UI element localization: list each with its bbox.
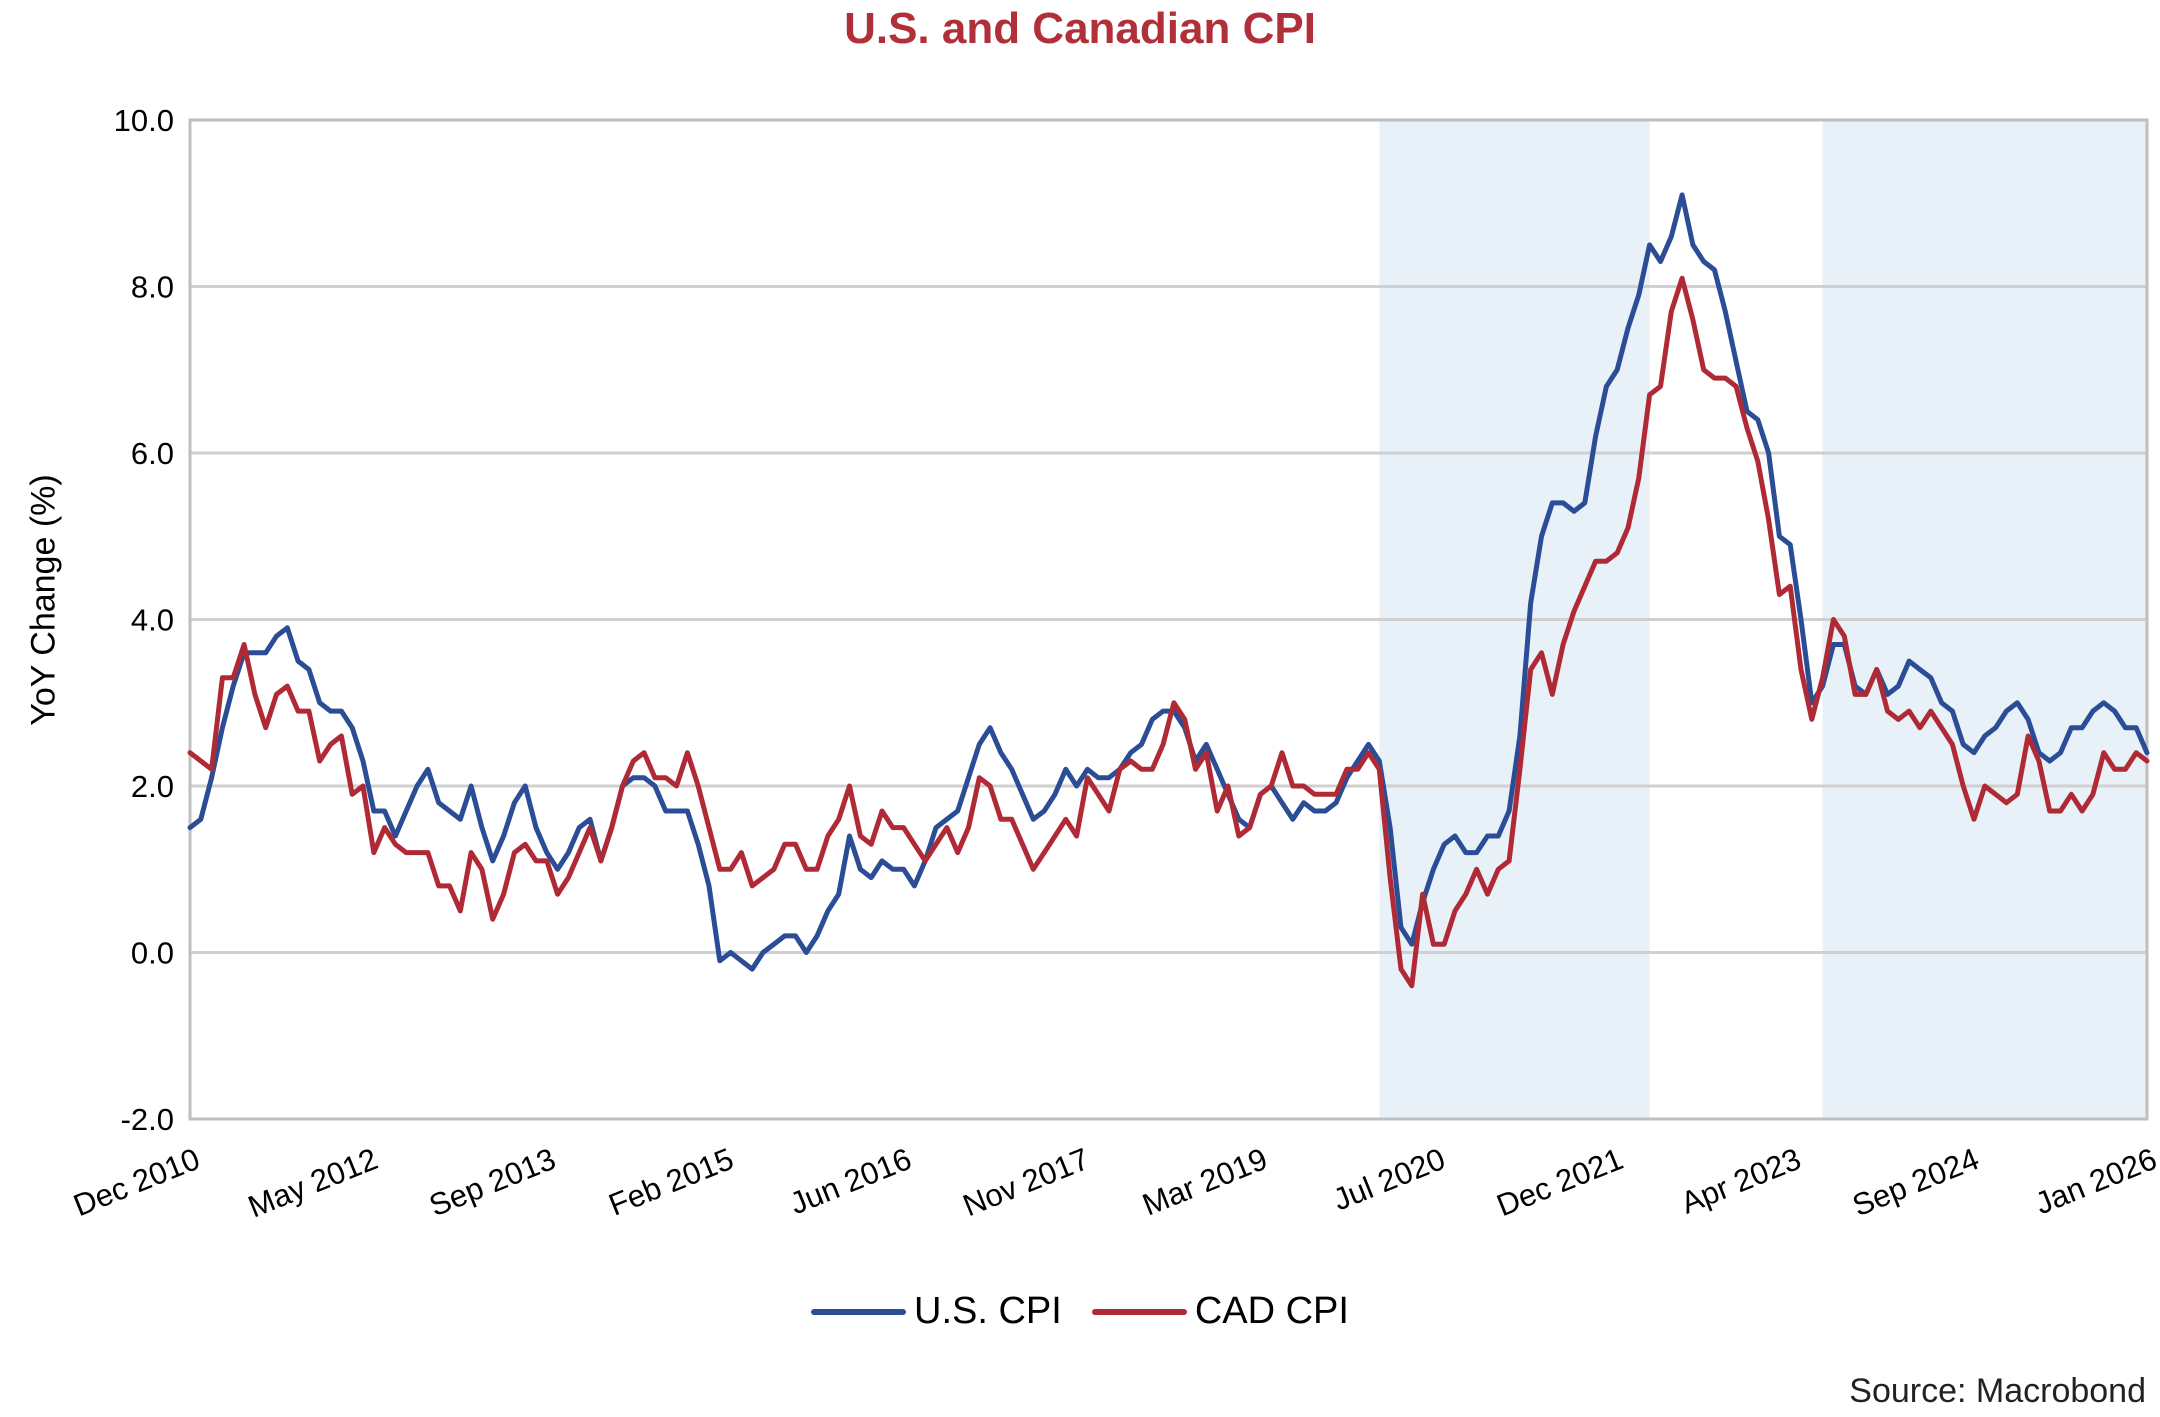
y-tick-label: 4.0 <box>131 603 174 638</box>
x-tick-label: Mar 2019 <box>1138 1141 1273 1223</box>
legend-swatch-us-cpi <box>811 1308 907 1315</box>
chart-title: U.S. and Canadian CPI <box>844 4 1316 53</box>
x-tick-label: Sep 2013 <box>424 1141 560 1223</box>
plot-border <box>188 118 2149 1121</box>
legend: U.S. CPI CAD CPI <box>0 1290 2160 1333</box>
x-tick-label: Jul 2020 <box>1328 1141 1450 1217</box>
legend-label-cad-cpi: CAD CPI <box>1194 1290 1349 1332</box>
y-tick-label: 8.0 <box>131 270 174 305</box>
series-line-cad-cpi <box>187 275 2150 989</box>
x-tick-label: Dec 2021 <box>1492 1141 1628 1223</box>
y-tick-label: -2.0 <box>121 1102 174 1137</box>
x-tick-label: Jan 2026 <box>2030 1141 2160 1221</box>
y-tick-label: 10.0 <box>114 103 174 138</box>
legend-swatch-cad-cpi <box>1091 1308 1187 1315</box>
y-tick-label: 0.0 <box>131 936 174 971</box>
source-note: Source: Macrobond <box>1849 1372 2146 1410</box>
x-tick-label: Apr 2023 <box>1676 1141 1806 1221</box>
x-tick-label: Jun 2016 <box>785 1141 916 1221</box>
legend-item-us-cpi: U.S. CPI <box>811 1290 1062 1333</box>
x-tick-label: Dec 2010 <box>68 1141 204 1223</box>
x-tick-label: May 2012 <box>243 1141 382 1224</box>
x-tick-label: Feb 2015 <box>604 1141 739 1223</box>
legend-item-cad-cpi: CAD CPI <box>1091 1290 1349 1333</box>
legend-label-us-cpi: U.S. CPI <box>914 1290 1062 1332</box>
y-tick-label: 2.0 <box>131 769 174 804</box>
x-tick-label: Nov 2017 <box>958 1141 1094 1223</box>
x-tick-label: Sep 2024 <box>1848 1141 1984 1223</box>
y-tick-label: 6.0 <box>131 436 174 471</box>
